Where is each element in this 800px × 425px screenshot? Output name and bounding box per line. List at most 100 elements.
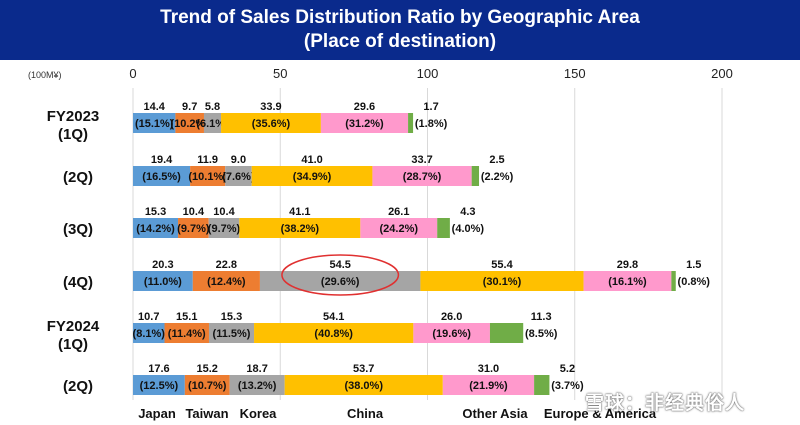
percent-label: (10.2%): [170, 118, 209, 130]
value-label: 14.4: [143, 101, 165, 113]
value-label: 26.1: [388, 206, 409, 218]
percent-label: (19.6%): [432, 328, 471, 340]
bar-europe-america: [408, 113, 414, 133]
percent-label: (14.2%): [136, 223, 175, 235]
percent-label: (11.5%): [213, 328, 251, 340]
percent-label: (29.6%): [321, 276, 360, 288]
value-label: 9.7: [182, 101, 197, 113]
x-tick-label: 100: [417, 66, 439, 81]
bar-taiwan: [192, 271, 260, 291]
value-label: 17.6: [148, 363, 169, 375]
legend-label: Korea: [240, 406, 278, 421]
percent-label: (35.6%): [252, 118, 291, 130]
percent-label: (10.7%): [188, 380, 227, 392]
value-label: 55.4: [491, 259, 513, 271]
percent-label: (10.1%): [188, 171, 227, 183]
legend-label: Taiwan: [185, 406, 228, 421]
x-tick-label: 150: [564, 66, 586, 81]
percent-label: (28.7%): [403, 171, 442, 183]
bar-japan: [133, 166, 191, 186]
percent-label: (1.8%): [415, 118, 448, 130]
bar-europe-america: [471, 166, 480, 186]
percent-label: (16.5%): [142, 171, 181, 183]
value-label: 15.1: [176, 311, 197, 323]
percent-label: (21.9%): [469, 380, 508, 392]
bar-taiwan: [164, 323, 209, 343]
value-label: 33.7: [411, 154, 432, 166]
percent-label: (11.0%): [144, 276, 182, 288]
bar-other-asia: [372, 166, 472, 186]
bar-europe-america: [534, 375, 550, 395]
bar-china: [221, 113, 321, 133]
value-label: 15.3: [145, 206, 166, 218]
value-label: 5.8: [205, 101, 220, 113]
percent-label: (6.1%): [196, 118, 229, 130]
percent-label: (8.5%): [525, 328, 558, 340]
percent-label: (13.2%): [238, 380, 277, 392]
percent-label: (16.1%): [608, 276, 647, 288]
category-label-year: FY2023: [47, 108, 100, 125]
value-label: 1.5: [686, 259, 701, 271]
value-label: 54.1: [323, 311, 344, 323]
percent-label: (9.7%): [208, 223, 241, 235]
legend-label: Europe & America: [544, 406, 657, 421]
value-label: 15.2: [197, 363, 218, 375]
bar-japan: [133, 375, 185, 395]
x-tick-label: 0: [129, 66, 136, 81]
value-label: 26.0: [441, 311, 462, 323]
percent-label: (15.1%): [135, 118, 174, 130]
value-label: 9.0: [231, 154, 246, 166]
bar-taiwan: [175, 113, 204, 133]
bar-china: [254, 323, 414, 343]
value-label: 19.4: [151, 154, 173, 166]
percent-label: (30.1%): [483, 276, 522, 288]
value-label: 33.9: [260, 101, 281, 113]
bar-korea: [229, 375, 285, 395]
bar-china: [251, 166, 373, 186]
value-label: 10.4: [183, 206, 205, 218]
percent-label: (4.0%): [452, 223, 485, 235]
bar-korea: [225, 166, 252, 186]
chart-title: Trend of Sales Distribution Ratio by Geo…: [160, 7, 640, 28]
value-label: 11.9: [197, 154, 218, 166]
bar-other-asia: [360, 218, 438, 238]
value-label: 22.8: [216, 259, 237, 271]
legend-label: Other Asia: [462, 406, 528, 421]
category-label-quarter: (2Q): [63, 378, 93, 395]
value-label: 1.7: [423, 101, 438, 113]
percent-label: (7.6%): [222, 171, 255, 183]
percent-label: (3.7%): [551, 380, 584, 392]
percent-label: (0.8%): [678, 276, 711, 288]
value-label: 41.1: [289, 206, 310, 218]
bar-other-asia: [320, 113, 409, 133]
title-bar: Trend of Sales Distribution Ratio by Geo…: [0, 0, 800, 60]
legend-label: China: [347, 406, 384, 421]
bar-china: [420, 271, 584, 291]
bar-europe-america: [489, 323, 524, 343]
bar-japan: [133, 218, 179, 238]
percent-label: (2.2%): [481, 171, 514, 183]
value-label: 29.8: [617, 259, 638, 271]
percent-label: (11.4%): [168, 328, 206, 340]
bar-japan: [133, 113, 176, 133]
percent-label: (12.4%): [207, 276, 246, 288]
value-label: 29.6: [354, 101, 375, 113]
bar-other-asia: [583, 271, 672, 291]
category-label-quarter: (2Q): [63, 169, 93, 186]
value-label: 2.5: [489, 154, 504, 166]
percent-label: (38.2%): [281, 223, 320, 235]
category-label-quarter: (1Q): [58, 336, 88, 353]
bar-japan: [133, 323, 165, 343]
x-tick-label: 200: [711, 66, 733, 81]
bar-japan: [133, 271, 193, 291]
value-label: 5.2: [560, 363, 575, 375]
percent-label: (31.2%): [345, 118, 384, 130]
value-label: 53.7: [353, 363, 374, 375]
percent-label: (34.9%): [293, 171, 332, 183]
bar-korea: [208, 218, 240, 238]
bar-korea: [203, 113, 222, 133]
bar-taiwan: [184, 375, 230, 395]
value-label: 10.7: [138, 311, 159, 323]
percent-label: (38.0%): [344, 380, 383, 392]
